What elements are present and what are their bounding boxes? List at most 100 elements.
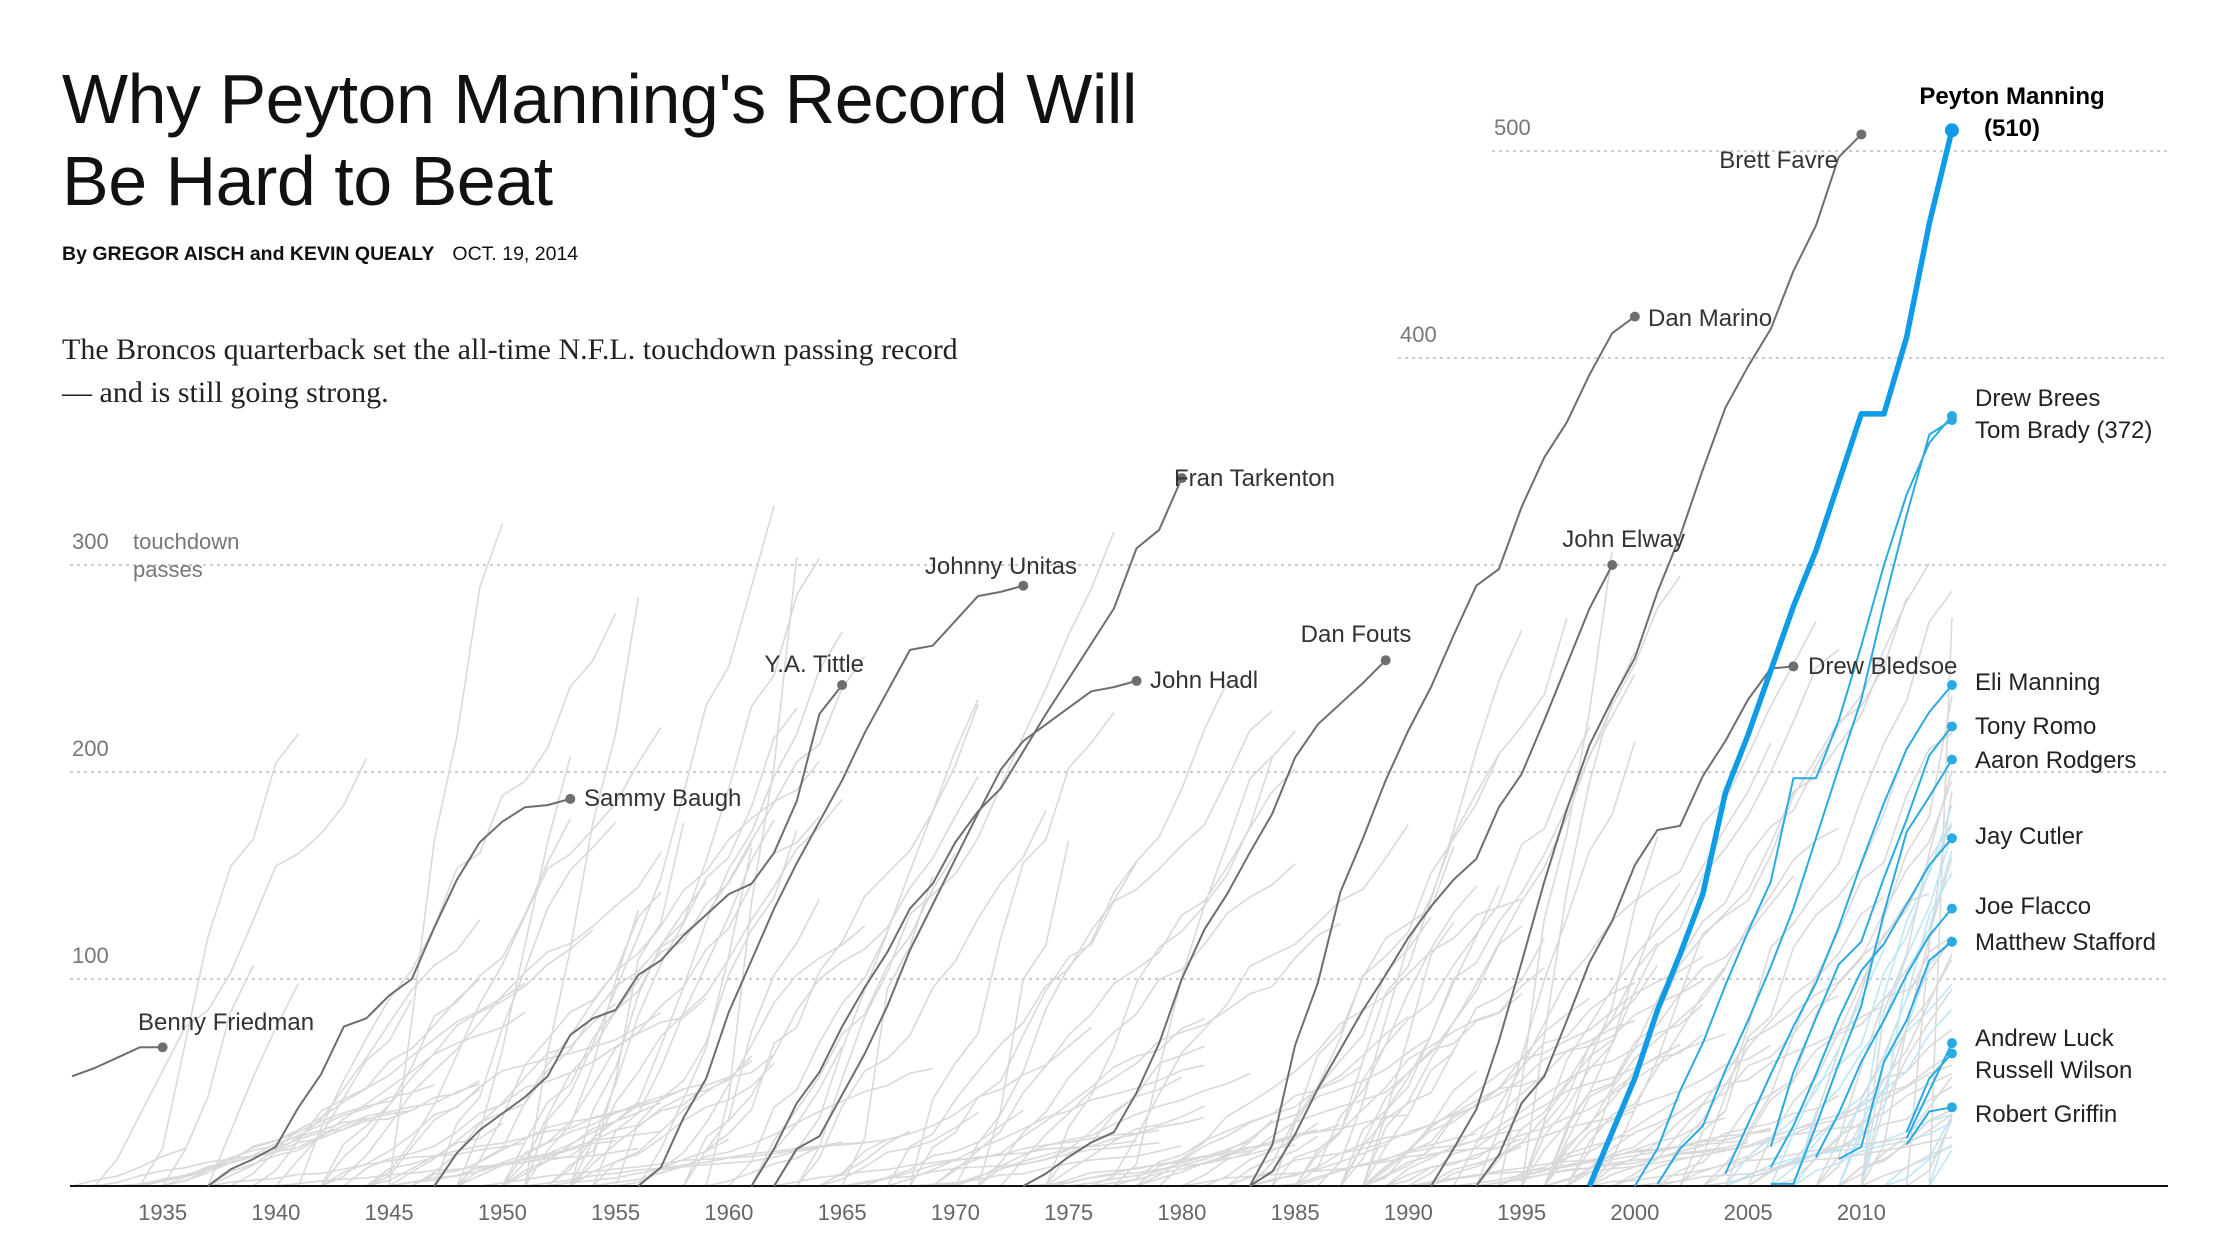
series-line-robert-griffin[interactable] [1905,1106,1953,1146]
background-career-line [320,1011,662,1187]
endpoint-brett-favre [1856,129,1867,140]
series-line-eli-manning[interactable] [1724,684,1953,1175]
background-career-line [161,965,254,1187]
background-career-line [614,830,798,1187]
background-career-line [1566,827,1840,1187]
series-line-joe-flacco[interactable] [1815,907,1953,1158]
series-label: Eli Manning [1975,669,2100,696]
x-tick-label: 1995 [1497,1200,1546,1225]
background-career-line [1747,1085,1953,1187]
background-career-line [524,505,775,1187]
background-career-line [1385,1033,1726,1187]
background-career-line [320,852,662,1187]
background-career-line [1045,755,1273,1187]
background-career-line [1588,597,1908,1187]
background-career-line [886,862,1138,1187]
series-line-matthew-stafford[interactable] [1838,940,1953,1160]
series-line-jay-cutler[interactable] [1769,837,1953,1168]
series-label: Sammy Baugh [584,785,741,812]
background-career-line [1475,964,1659,1187]
series-line-tom-brady[interactable] [1633,415,1953,1187]
background-career-line [569,1055,753,1187]
series-label: Andrew Luck [1975,1025,2115,1052]
series-line-andrew-luck[interactable] [1905,1042,1953,1139]
background-career-line [501,1053,775,1187]
background-career-line [909,712,1115,1187]
background-career-line [1657,937,1953,1187]
x-axis: 1935 1940 1945 1950 1955 1960 1965 1970 1975 1980… [70,1185,2168,1225]
background-career-line [1339,937,1546,1187]
background-career-line [433,821,617,1187]
y-axis-label: touchdown [133,529,239,554]
background-career-line [1339,575,1681,1187]
background-career-line [955,1072,1251,1187]
background-career-line [1543,1043,1681,1187]
x-tick-label: 1975 [1044,1200,1093,1225]
x-tick-label: 1985 [1271,1200,1320,1225]
background-career-line [456,760,821,1187]
background-career-line [682,699,979,1187]
series-line-y-a-tittle[interactable] [433,684,843,1187]
series-line-drew-bledsoe[interactable] [1475,665,1794,1187]
background-career-line [1928,618,1953,1187]
x-tick-label: 2000 [1610,1200,1659,1225]
background-career-line [569,822,685,1187]
series-line-john-elway[interactable] [1249,564,1614,1187]
background-career-line [682,776,979,1187]
background-career-line [909,710,1273,1187]
x-tick-label: 2005 [1724,1200,1773,1225]
background-career-line [569,708,798,1187]
background-career-line [1838,1076,1953,1187]
background-career-line [1362,921,1455,1187]
series-line-dan-marino[interactable] [1248,315,1636,1187]
background-career-line [1136,1015,1409,1187]
background-career-line [1294,630,1523,1187]
background-career-line [1385,1137,1522,1187]
background-career-line [637,925,866,1187]
background-career-line [1271,967,1545,1187]
y-tick-label: 100 [72,943,109,968]
background-career-line [932,1017,1205,1187]
background-career-line [1634,1136,1953,1187]
background-career-line [1589,1094,1840,1187]
series-line-brett-favre[interactable] [1430,133,1863,1187]
background-career-line [411,1002,617,1187]
series-line-fran-tarkenton[interactable] [750,477,1183,1187]
background-career-line [524,909,640,1187]
series-line-benny-friedman[interactable] [71,1046,163,1078]
series-line-aaron-rodgers[interactable] [1770,759,1953,1185]
background-career-line [841,876,934,1187]
series-line-russell-wilson[interactable] [1905,1052,1953,1133]
background-career-line [999,922,1341,1187]
background-career-line [1045,1105,1205,1187]
series-label: Peyton Manning [1919,83,2104,110]
background-career-line [297,612,617,1187]
endpoint-joe-flacco [1946,903,1957,914]
endpoint-andrew-luck [1946,1038,1957,1049]
series-line-peyton-manning[interactable] [1586,129,1955,1188]
endpoint-eli-manning [1946,680,1957,691]
endpoint-dan-marino [1629,311,1640,322]
series-line-johnny-unitas[interactable] [637,584,1024,1187]
background-career-line [320,929,594,1187]
series-line-tony-romo[interactable] [1769,725,1953,1147]
series-line-sammy-baugh[interactable] [207,797,571,1187]
author-1[interactable]: GREGOR AISCH [92,243,245,265]
background-career-line [547,1147,820,1187]
background-career-line [592,819,775,1187]
background-career-line [909,1144,1182,1187]
series-line-dan-fouts[interactable] [1022,659,1387,1187]
background-career-line [94,757,368,1187]
series-line-john-hadl[interactable] [773,679,1137,1187]
background-career-line [456,756,572,1187]
background-career-line [162,1116,322,1187]
author-2[interactable]: KEVIN QUEALY [289,243,435,265]
series-label: Aaron Rodgers [1975,747,2136,774]
background-career-line [1068,1140,1251,1187]
background-career-line [366,1082,707,1187]
series-line-drew-brees[interactable] [1656,419,1953,1185]
background-career-line [637,848,753,1187]
endpoint-dan-fouts [1380,655,1391,666]
background-career-line [954,682,1228,1187]
